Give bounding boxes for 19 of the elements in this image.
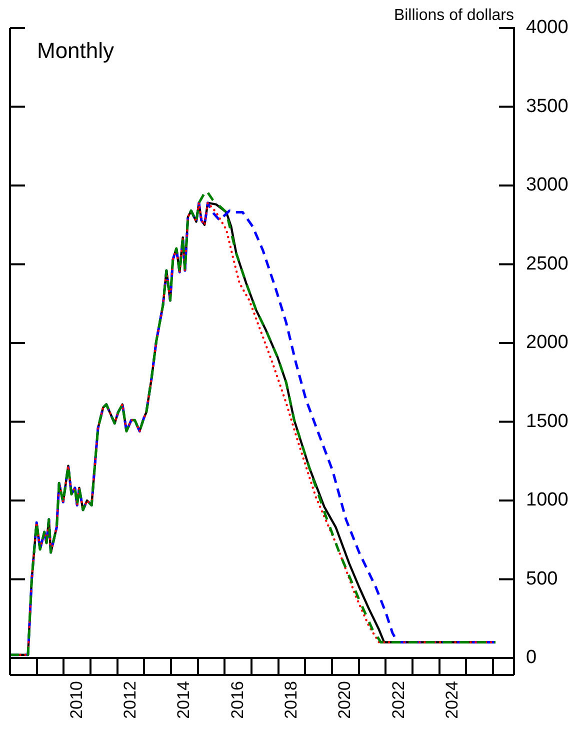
y-tick-label: 3000 (526, 174, 568, 196)
y-tick-label: 2000 (526, 332, 568, 354)
x-tick-label: 2020 (335, 681, 354, 719)
y-tick-label: 2500 (526, 253, 568, 274)
x-tick-label: 2022 (388, 681, 408, 719)
y-tick-label: 500 (526, 568, 558, 590)
x-tick-label: 2024 (442, 681, 462, 719)
y-axis-title: Billions of dollars (394, 7, 514, 24)
x-tick-label: 2012 (120, 681, 140, 719)
x-tick-label: 2018 (281, 681, 300, 719)
y-tick-label: 0 (526, 647, 537, 668)
y-tick-label: 1500 (526, 410, 568, 432)
y-tick-label: 1000 (526, 490, 568, 511)
x-tick-label: 2016 (228, 681, 247, 719)
y-tick-label: 4000 (526, 17, 568, 38)
text: Monthly (37, 38, 114, 63)
x-tick-label: 2010 (66, 681, 86, 719)
x-tick-label: 2014 (174, 681, 194, 719)
y-tick-label: 3500 (526, 96, 568, 117)
